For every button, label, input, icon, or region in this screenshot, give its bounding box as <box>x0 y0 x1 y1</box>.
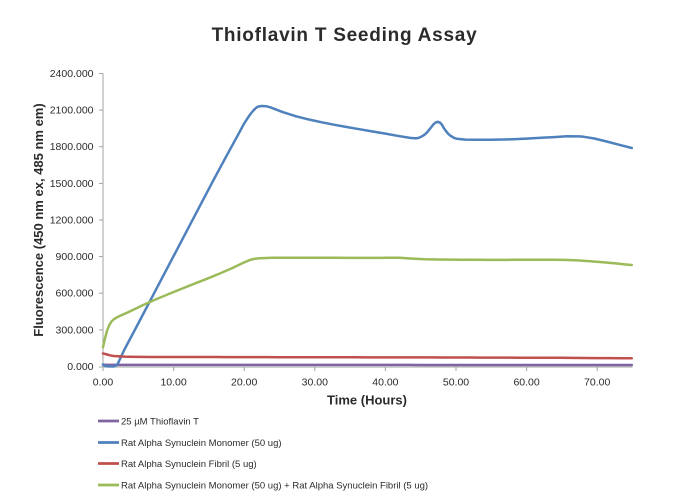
svg-text:600.000: 600.000 <box>56 288 94 300</box>
svg-text:Time (Hours): Time (Hours) <box>327 393 407 408</box>
svg-text:Rat Alpha Synuclein Monomer (5: Rat Alpha Synuclein Monomer (50 ug) <box>121 438 282 449</box>
svg-text:30.00: 30.00 <box>302 377 328 389</box>
svg-text:20.00: 20.00 <box>231 377 257 389</box>
svg-text:50.00: 50.00 <box>443 377 469 389</box>
svg-text:25 µM Thioflavin T: 25 µM Thioflavin T <box>121 417 199 428</box>
svg-text:10.00: 10.00 <box>160 377 186 389</box>
svg-text:Rat Alpha Synuclein Monomer (5: Rat Alpha Synuclein Monomer (50 ug) + Ra… <box>121 481 428 492</box>
svg-text:Thioflavin T Seeding Assay: Thioflavin T Seeding Assay <box>212 25 478 46</box>
svg-text:40.00: 40.00 <box>372 377 398 389</box>
svg-text:2400.000: 2400.000 <box>50 68 94 80</box>
svg-text:Rat Alpha Synuclein Fibril (5: Rat Alpha Synuclein Fibril (5 ug) <box>121 459 257 470</box>
svg-text:0.000: 0.000 <box>67 361 93 373</box>
svg-text:70.00: 70.00 <box>584 377 610 389</box>
svg-text:1800.000: 1800.000 <box>50 141 94 153</box>
svg-text:1500.000: 1500.000 <box>50 178 94 190</box>
svg-text:1200.000: 1200.000 <box>50 215 94 227</box>
svg-text:Fluorescence (450 nm ex, 485 n: Fluorescence (450 nm ex, 485 nm em) <box>31 103 46 336</box>
svg-text:60.00: 60.00 <box>513 377 539 389</box>
svg-text:2100.000: 2100.000 <box>50 105 94 117</box>
svg-text:900.000: 900.000 <box>56 251 94 263</box>
svg-text:300.000: 300.000 <box>56 324 94 336</box>
svg-text:0.00: 0.00 <box>93 377 114 389</box>
